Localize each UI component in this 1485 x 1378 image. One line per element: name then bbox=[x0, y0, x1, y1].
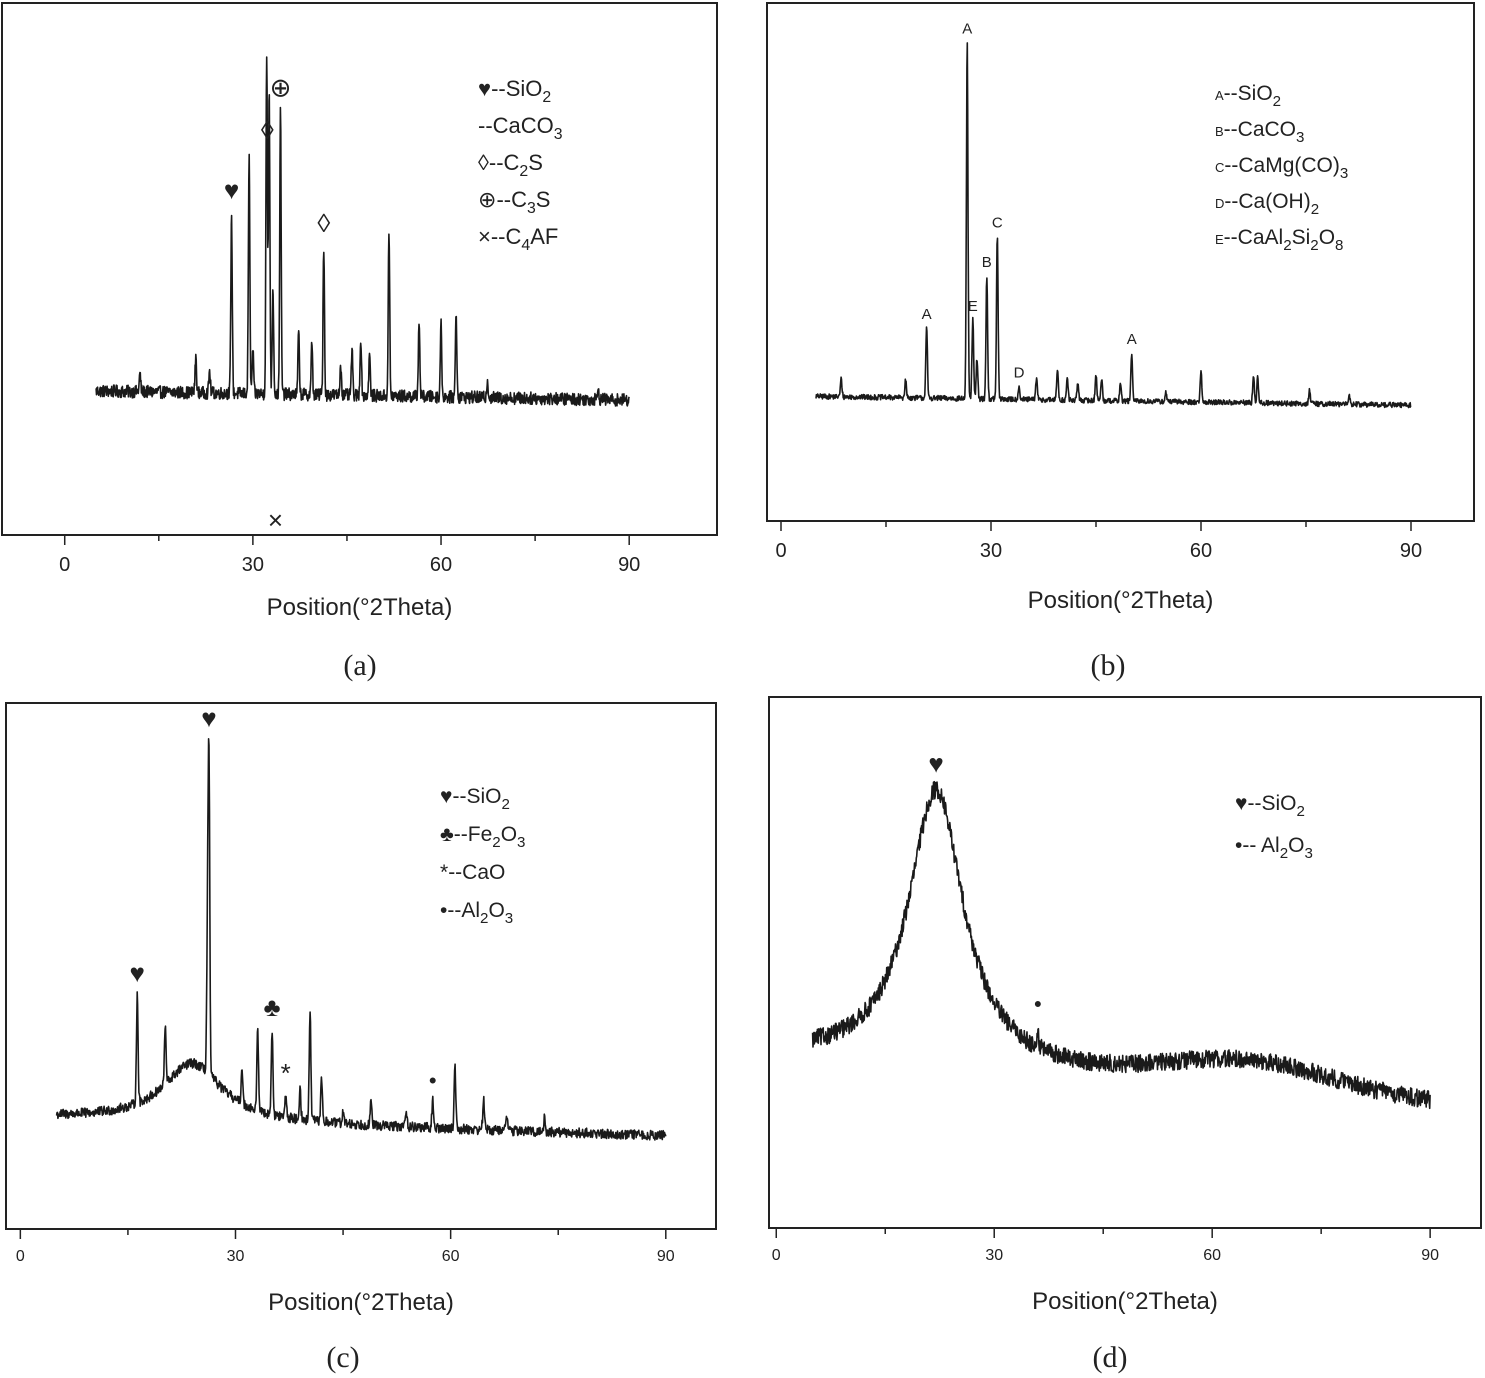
legend-entry: B--CaCO3 bbox=[1215, 118, 1304, 146]
panel-c: 0 30 60 90 Position(°2Theta) (c) ♥ ♥ ♣ * • ♥--SiO2 ♣… bbox=[5, 702, 717, 1374]
xrd-pattern-c bbox=[55, 738, 667, 1141]
xrd-pattern-a bbox=[95, 56, 630, 407]
x-tick-label: 0 bbox=[59, 554, 70, 576]
x-tick-label: 30 bbox=[985, 1247, 1003, 1264]
legend-entry: ◊--C2S bbox=[478, 150, 543, 180]
x-axis-label-d: Position(°2Theta) bbox=[1032, 1288, 1218, 1315]
panel-b: 0 30 60 90 Position(°2Theta) (b) A A E B C D A A--SiO… bbox=[766, 2, 1475, 682]
peak-marker: ♣ bbox=[264, 992, 281, 1022]
panel-caption-b: (b) bbox=[1091, 649, 1126, 682]
legend-entry: ♥--SiO2 bbox=[1235, 792, 1305, 820]
peak-marker: • bbox=[429, 1068, 437, 1093]
peak-marker: ⊕ bbox=[270, 72, 292, 102]
plot-frame-b bbox=[766, 2, 1475, 522]
peak-marker: E bbox=[968, 298, 978, 315]
peak-marker: ♥ bbox=[224, 175, 239, 205]
x-tick-label: 30 bbox=[227, 1248, 245, 1265]
peak-marker: ◊ bbox=[261, 115, 274, 145]
legend-entry: •--Al2O3 bbox=[440, 899, 513, 927]
peak-marker: * bbox=[281, 1058, 291, 1088]
peak-marker: C bbox=[992, 215, 1003, 232]
legend-entry: D--Ca(OH)2 bbox=[1215, 190, 1319, 218]
peak-marker: A bbox=[1127, 331, 1137, 348]
legend-entry: •-- Al2O3 bbox=[1235, 834, 1313, 862]
x-tick-label: 90 bbox=[618, 554, 640, 576]
plot-frame-c bbox=[5, 702, 717, 1230]
x-tick-label: 90 bbox=[657, 1248, 675, 1265]
x-tick-label: 0 bbox=[16, 1248, 25, 1265]
xrd-pattern-d bbox=[811, 780, 1431, 1110]
panel-a: 0 30 60 90 Position(°2Theta) (a) ♥ ◊ ⊕ × ◊ ♥--SiO2 -… bbox=[1, 2, 718, 682]
x-tick-label: 60 bbox=[1190, 540, 1212, 562]
x-tick-label: 90 bbox=[1421, 1247, 1439, 1264]
panel-caption-c: (c) bbox=[326, 1341, 359, 1374]
peak-marker: A bbox=[962, 21, 972, 38]
peak-marker: ♥ bbox=[130, 958, 145, 988]
legend-entry: ×--C4AF bbox=[478, 224, 558, 254]
legend-entry: --CaCO3 bbox=[478, 113, 563, 143]
x-tick-label: 90 bbox=[1400, 540, 1422, 562]
x-tick-label: 60 bbox=[442, 1248, 460, 1265]
peak-marker: ◊ bbox=[317, 208, 330, 238]
legend-entry: ⊕--C3S bbox=[478, 187, 550, 217]
plot-frame-a bbox=[1, 2, 718, 536]
panel-d: 0 30 60 90 Position(°2Theta) (d) ♥ • ♥--SiO2 •-- … bbox=[768, 696, 1482, 1374]
x-tick-label: 30 bbox=[242, 554, 264, 576]
legend-entry: C--CaMg(CO)3 bbox=[1215, 154, 1348, 182]
legend-entry: ♣--Fe2O3 bbox=[440, 823, 525, 851]
peak-marker: • bbox=[1034, 991, 1042, 1016]
x-axis-label-b: Position(°2Theta) bbox=[1028, 587, 1214, 614]
panel-caption-d: (d) bbox=[1093, 1341, 1128, 1374]
legend-entry: ♥--SiO2 bbox=[478, 76, 551, 106]
legend-entry: *--CaO bbox=[440, 861, 505, 884]
legend-entry: ♥--SiO2 bbox=[440, 785, 510, 813]
x-tick-label: 60 bbox=[1203, 1247, 1221, 1264]
legend-entry: E--CaAl2Si2O8 bbox=[1215, 226, 1343, 254]
plot-frame-d bbox=[768, 696, 1482, 1229]
x-tick-label: 0 bbox=[775, 540, 786, 562]
peak-marker: × bbox=[268, 505, 283, 535]
x-tick-label: 60 bbox=[430, 554, 452, 576]
peak-marker: ♥ bbox=[928, 748, 943, 778]
x-tick-label: 0 bbox=[772, 1247, 781, 1264]
legend-entry: A--SiO2 bbox=[1215, 82, 1281, 110]
x-tick-label: 30 bbox=[980, 540, 1002, 562]
xrd-pattern-b bbox=[815, 42, 1412, 409]
x-axis-label-c: Position(°2Theta) bbox=[268, 1289, 454, 1316]
panel-caption-a: (a) bbox=[343, 649, 376, 682]
peak-marker: D bbox=[1014, 365, 1025, 382]
peak-marker: ♥ bbox=[201, 703, 216, 733]
x-axis-label-a: Position(°2Theta) bbox=[267, 594, 453, 621]
peak-marker: A bbox=[922, 306, 932, 323]
peak-marker: B bbox=[982, 254, 992, 271]
